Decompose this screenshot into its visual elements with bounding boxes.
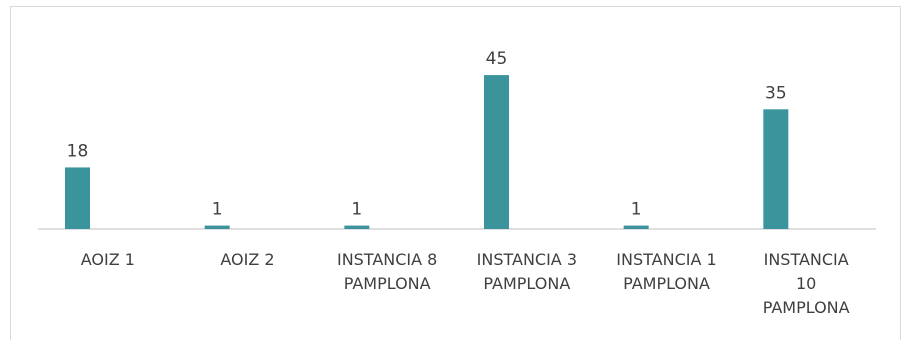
- x-tick-label: AOIZ 2: [220, 250, 274, 269]
- bar: [623, 225, 649, 229]
- data-label: 35: [765, 83, 787, 103]
- x-tick-label-line: 10: [796, 274, 816, 293]
- x-tick-label-line: PAMPLONA: [483, 274, 570, 293]
- x-tick-label-line: PAMPLONA: [763, 298, 850, 317]
- bar: [484, 75, 509, 229]
- bar: [344, 225, 370, 229]
- x-tick-label-line: AOIZ 2: [220, 250, 274, 269]
- data-label: 1: [351, 200, 362, 220]
- x-tick-label: INSTANCIA 3 PAMPLONA: [477, 250, 577, 293]
- data-label: 1: [212, 200, 223, 220]
- x-tick-label-line: PAMPLONA: [623, 274, 710, 293]
- x-tick-label: INSTANCIA 10 PAMPLONA: [763, 250, 850, 317]
- data-label: 18: [67, 141, 89, 161]
- bar: [204, 225, 230, 229]
- x-tick-label-line: INSTANCIA 8: [337, 250, 437, 269]
- x-tick-label-line: AOIZ 1: [81, 250, 135, 269]
- x-tick-label-line: PAMPLONA: [344, 274, 431, 293]
- x-tick-label: INSTANCIA 8 PAMPLONA: [337, 250, 437, 293]
- x-tick-label: AOIZ 1: [81, 250, 135, 269]
- data-label: 45: [486, 49, 508, 69]
- x-tick-label-line: INSTANCIA 1: [616, 250, 716, 269]
- data-label: 1: [631, 200, 642, 220]
- x-tick-label: INSTANCIA 1 PAMPLONA: [616, 250, 716, 293]
- x-tick-label-line: INSTANCIA 3: [477, 250, 577, 269]
- chart-frame: [10, 6, 901, 340]
- bar: [763, 109, 789, 229]
- x-tick-label-line: INSTANCIA: [764, 250, 849, 269]
- bar: [65, 167, 90, 229]
